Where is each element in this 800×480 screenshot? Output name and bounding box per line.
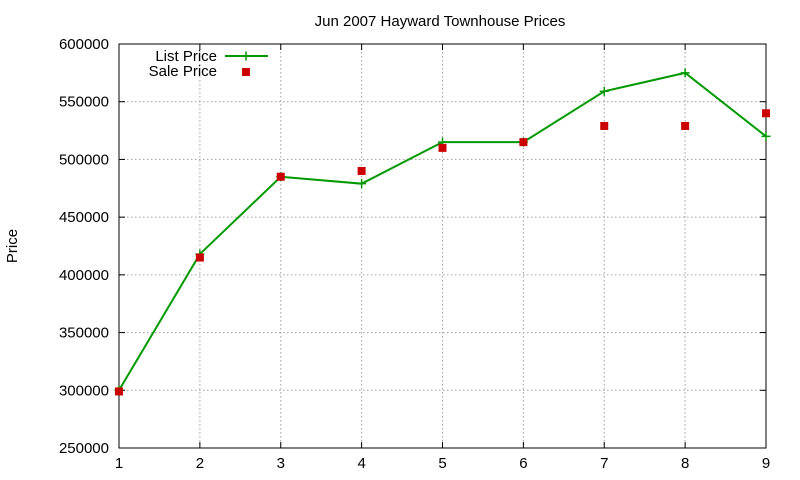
series-sale-price	[115, 109, 770, 396]
list-price-point	[761, 131, 771, 141]
sale-price-point	[681, 121, 690, 130]
chart-title: Jun 2007 Hayward Townhouse Prices	[315, 13, 566, 30]
legend-label-sale-price: Sale Price	[149, 63, 217, 80]
x-tick-label: 7	[600, 455, 608, 472]
sale-price-point	[600, 121, 609, 130]
x-tick-label: 1	[115, 455, 123, 472]
legend-marker-sale-price	[242, 68, 250, 76]
grid-lines	[119, 44, 766, 448]
sale-price-point	[357, 166, 366, 175]
list-price-point	[599, 86, 609, 96]
sale-price-point	[762, 109, 770, 118]
y-tick-label: 500000	[59, 151, 109, 168]
x-tick-label: 4	[357, 455, 365, 472]
x-tick-label: 5	[438, 455, 446, 472]
y-axis-label: Price	[4, 229, 21, 263]
list-price-point	[357, 179, 367, 189]
y-tick-label: 350000	[59, 325, 109, 342]
x-tick-label: 6	[519, 455, 527, 472]
legend-label-list-price: List Price	[155, 48, 217, 65]
y-tick-label: 400000	[59, 267, 109, 284]
y-tick-label: 450000	[59, 209, 109, 226]
y-tick-label: 250000	[59, 440, 109, 457]
x-tick-label: 8	[681, 455, 689, 472]
sale-price-point	[519, 138, 528, 147]
list-price-point	[680, 68, 690, 78]
x-tick-label: 3	[277, 455, 285, 472]
sale-price-point	[276, 172, 285, 181]
y-tick-label: 300000	[59, 382, 109, 399]
sale-price-point	[115, 387, 123, 396]
y-tick-label: 600000	[59, 36, 109, 53]
plot-frame	[118, 43, 767, 449]
x-tick-label: 9	[762, 455, 770, 472]
axis-ticks: 250000 300000 350000 400000 450000 500000 5500…	[59, 36, 770, 472]
series-layer	[114, 68, 771, 396]
x-tick-label: 2	[196, 455, 204, 472]
sale-price-point	[195, 253, 204, 262]
legend-marker-list-price	[241, 51, 251, 61]
y-tick-label: 550000	[59, 94, 109, 111]
legend: List Price Sale Price	[149, 48, 268, 80]
sale-price-point	[438, 143, 447, 152]
